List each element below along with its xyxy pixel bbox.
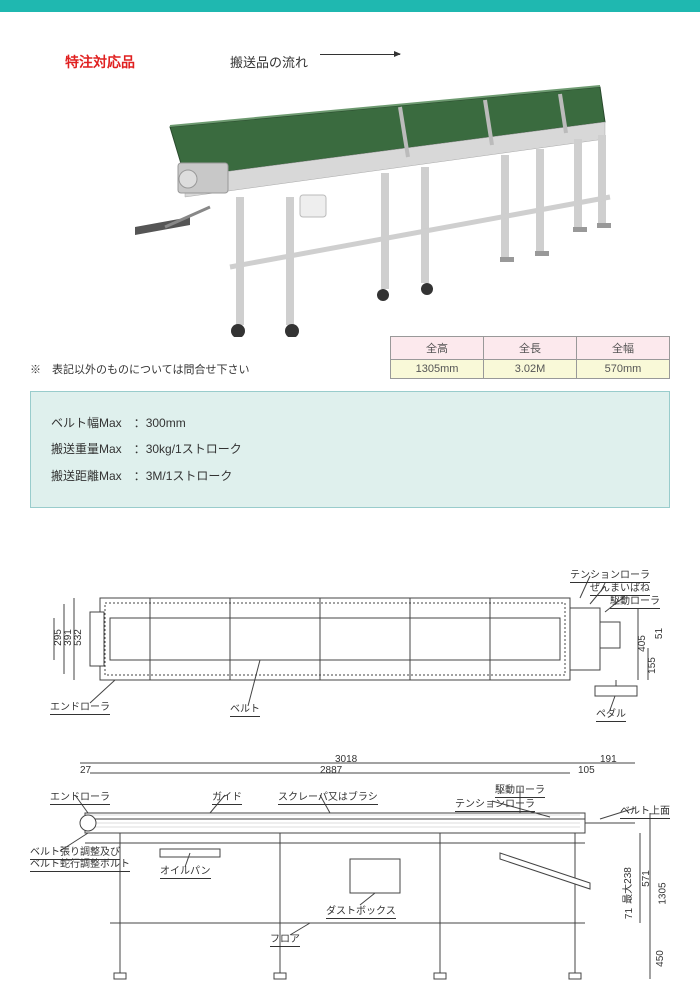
hero-section: 特注対応品 搬送品の流れ	[30, 32, 670, 332]
dimensions-table: 全高 全長 全幅 1305mm 3.02M 570mm	[390, 336, 670, 379]
dim-295: 295	[53, 629, 64, 646]
spec-box: ベルト幅Max ：300mm 搬送重量Max ：30kg/1ストローク 搬送距離…	[30, 391, 670, 508]
value-height: 1305mm	[391, 360, 484, 379]
spec-value: 30kg/1ストローク	[146, 442, 242, 456]
dim-51: 51	[654, 628, 665, 639]
label-end-roller: エンドローラ	[50, 698, 110, 715]
label-end-roller-2: エンドローラ	[50, 788, 110, 805]
product-illustration	[130, 67, 620, 337]
label-drive-roller: 駆動ローラ	[610, 592, 660, 609]
inquiry-note: ※ 表記以外のものについては問合せ下さい	[30, 361, 249, 379]
technical-diagrams: テンションローラ ぜんまいばね 駆動ローラ エンドローラ ベルト ペダル 532…	[30, 568, 670, 988]
label-scraper: スクレーパ又はブラシ	[278, 788, 378, 805]
dim-532: 532	[73, 629, 84, 646]
value-length: 3.02M	[484, 360, 577, 379]
header-width: 全幅	[577, 337, 670, 360]
top-accent-bar	[0, 0, 700, 12]
spec-value: 300mm	[146, 416, 186, 430]
custom-order-badge: 特注対応品	[65, 52, 135, 72]
dim-27: 27	[80, 765, 91, 776]
label-floor: フロア	[270, 930, 300, 947]
dim-1305: 1305	[658, 883, 669, 905]
dim-3018: 3018	[335, 754, 357, 765]
label-tension-roller-2: テンションローラ	[455, 795, 535, 812]
header-height: 全高	[391, 337, 484, 360]
spec-weight: 搬送重量Max ：30kg/1ストローク	[51, 436, 649, 462]
table-value-row: 1305mm 3.02M 570mm	[391, 360, 670, 379]
spec-label: 搬送距離Max	[51, 469, 122, 483]
label-guide: ガイド	[212, 788, 242, 805]
dim-155: 155	[647, 657, 658, 674]
label-belt-top: ベルト上面	[620, 802, 670, 819]
label-pedal: ペダル	[596, 705, 626, 722]
flow-arrow-icon	[320, 54, 400, 55]
page-content: 特注対応品 搬送品の流れ	[0, 12, 700, 988]
spec-label: ベルト幅Max	[51, 416, 122, 430]
label-tension-adjust-2: ベルト蛇行調整ボルト	[30, 855, 130, 872]
dim-2887: 2887	[320, 765, 342, 776]
dim-191: 191	[600, 754, 617, 765]
label-belt: ベルト	[230, 700, 260, 717]
dim-391: 391	[63, 629, 74, 646]
note-and-table-row: ※ 表記以外のものについては問合せ下さい 全高 全長 全幅 1305mm 3.0…	[30, 336, 670, 379]
spec-distance: 搬送距離Max ：3M/1ストローク	[51, 463, 649, 489]
diagram-svg	[30, 568, 670, 988]
table-header-row: 全高 全長 全幅	[391, 337, 670, 360]
spec-value: 3M/1ストローク	[146, 469, 233, 483]
value-width: 570mm	[577, 360, 670, 379]
label-dust-box: ダストボックス	[326, 902, 396, 919]
spec-belt-width: ベルト幅Max ：300mm	[51, 410, 649, 436]
label-oil-pan: オイルパン	[160, 862, 211, 879]
dim-105: 105	[578, 765, 595, 776]
dim-571: 571	[641, 870, 652, 887]
header-length: 全長	[484, 337, 577, 360]
dim-71: 71	[624, 908, 635, 919]
spec-label: 搬送重量Max	[51, 442, 122, 456]
dim-max238: 最大238	[619, 867, 634, 904]
dim-405: 405	[637, 635, 648, 652]
dim-450: 450	[655, 950, 666, 967]
